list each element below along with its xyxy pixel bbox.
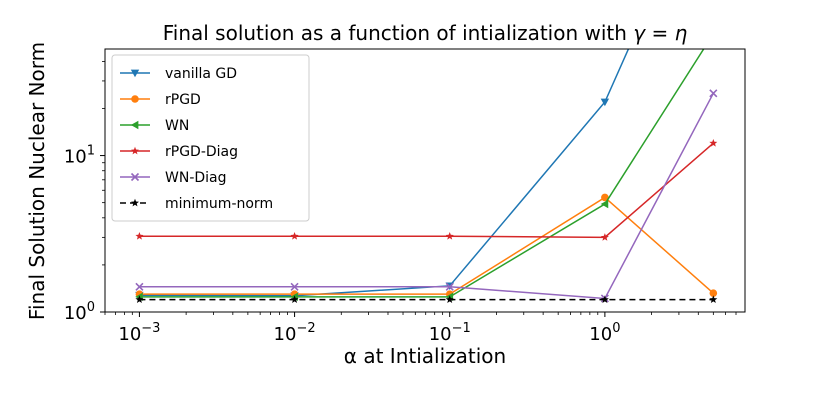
legend-item-rpgd: rPGD (120, 92, 201, 108)
series-layer (135, 30, 718, 304)
y-tick-label: 100 (64, 300, 95, 324)
legend-item-wn-diag: WN-Diag (120, 170, 227, 186)
y-axis-label: Final Solution Nuclear Norm (25, 42, 49, 320)
data-point-wn (709, 30, 717, 38)
series-rpgd-diag (135, 138, 718, 241)
legend-marker (131, 198, 139, 207)
plot-frame (104, 48, 746, 313)
legend-marker (131, 146, 139, 155)
legend-label: WN (165, 118, 189, 134)
data-point-rpgd (709, 289, 718, 297)
legend-marker (130, 120, 139, 130)
x-axis-label: α at Intialization (344, 344, 506, 368)
data-point-minimum-norm (290, 295, 299, 304)
data-point-wn-diag (135, 282, 144, 291)
data-point-rpgd-diag (135, 232, 144, 240)
data-point-rpgd-diag (709, 138, 718, 147)
x-tick-label: 10−2 (274, 321, 316, 345)
x-tick-label: 10−3 (118, 321, 160, 345)
data-point-wn-diag (290, 282, 299, 291)
data-point-rpgd-diag (290, 232, 299, 240)
x-tick-label: 100 (589, 321, 620, 345)
x-tick-label: 10−1 (429, 321, 471, 345)
data-point-minimum-norm (709, 295, 718, 304)
legend-item-vanilla-gd: vanilla GD (120, 66, 237, 82)
y-tick-label: 101 (64, 144, 95, 168)
y-axis: 100 101 (64, 60, 105, 324)
data-point-wn (600, 199, 609, 209)
data-point-rpgd-diag (445, 232, 454, 240)
legend-item-minimum-norm: minimum-norm (120, 196, 273, 212)
legend-marker (130, 172, 140, 182)
data-point-minimum-norm (600, 295, 609, 304)
chart-title: Final solution as a function of intializ… (163, 21, 688, 45)
legend: vanilla GD rPGD WN rPGD-Diag WN-Diag minimum-… (111, 54, 310, 222)
data-point-wn-diag (709, 89, 718, 98)
series-minimum-norm (135, 295, 718, 304)
legend-marker (131, 95, 139, 103)
legend-label: WN-Diag (165, 170, 227, 186)
legend-item-rpgd-diag: rPGD-Diag (120, 144, 238, 160)
legend-label: rPGD-Diag (165, 144, 238, 160)
legend-item-wn: WN (120, 118, 189, 134)
data-point-rpgd (601, 193, 609, 202)
x-axis: 10−3 10−2 10−1 100 (104, 312, 737, 345)
legend-box (111, 54, 310, 222)
data-point-vanilla-gd (600, 98, 610, 107)
data-point-rpgd-diag (600, 233, 609, 241)
data-point-minimum-norm (135, 295, 144, 304)
legend-label: vanilla GD (165, 66, 237, 82)
legend-label: minimum-norm (165, 196, 273, 212)
legend-label: rPGD (165, 92, 201, 108)
data-point-minimum-norm (445, 295, 454, 304)
legend-marker (130, 69, 140, 78)
data-point-wn-diag (445, 282, 454, 291)
